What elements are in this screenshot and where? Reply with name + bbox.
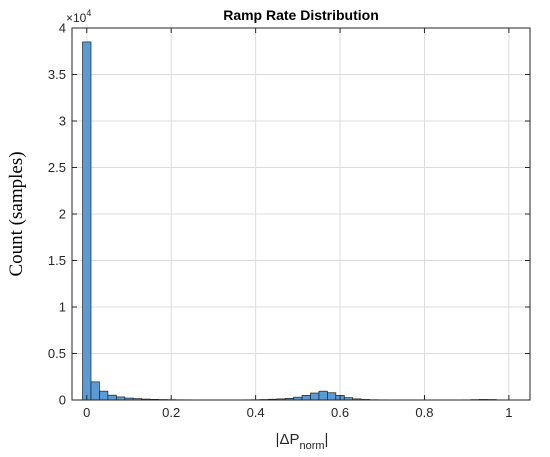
histogram-bar-1 — [90, 381, 100, 401]
y-axis-ticks: 0 0.5 1 1.5 2 2.5 3 3.5 4 — [48, 21, 530, 408]
y-exponent-base: ×10 — [66, 11, 87, 25]
y-axis-label: Count (samples) — [6, 151, 27, 276]
y-tick-label-4: 2 — [59, 207, 66, 222]
chart-title: Ramp Rate Distribution — [223, 7, 379, 23]
y-tick-label-1: 0.5 — [48, 346, 66, 361]
x-tick-label-5: 1 — [505, 405, 512, 420]
x-axis-label: |ΔPnorm| — [276, 431, 329, 452]
y-exponent-label: ×104 — [66, 8, 91, 25]
x-tick-label-4: 0.8 — [415, 405, 433, 420]
y-tick-label-8: 4 — [59, 21, 66, 36]
x-axis-ticks: 0 0.2 0.4 0.6 0.8 1 — [83, 28, 513, 420]
x-tick-label-0: 0 — [83, 405, 90, 420]
x-axis-label-end: | — [325, 431, 329, 448]
x-tick-label-1: 0.2 — [162, 405, 180, 420]
histogram-bar-28 — [318, 390, 328, 401]
histogram-bar-2 — [99, 390, 109, 401]
x-axis-label-main: |ΔP — [276, 431, 300, 448]
y-tick-label-2: 1 — [59, 300, 66, 315]
y-tick-label-7: 3.5 — [48, 67, 66, 82]
histogram-bar-26 — [301, 395, 311, 401]
y-tick-label-3: 1.5 — [48, 253, 66, 268]
histogram-bar-29 — [327, 392, 337, 401]
x-tick-label-3: 0.6 — [331, 405, 349, 420]
histogram-bar-3 — [107, 394, 117, 401]
y-tick-label-5: 2.5 — [48, 160, 66, 175]
histogram-bar-27 — [310, 392, 320, 401]
y-tick-label-0: 0 — [59, 393, 66, 408]
histogram-bar-0 — [82, 41, 92, 401]
x-tick-label-2: 0.4 — [247, 405, 265, 420]
y-exponent-power: 4 — [86, 8, 91, 18]
y-tick-label-6: 3 — [59, 114, 66, 129]
x-axis-label-sub: norm — [299, 440, 324, 452]
